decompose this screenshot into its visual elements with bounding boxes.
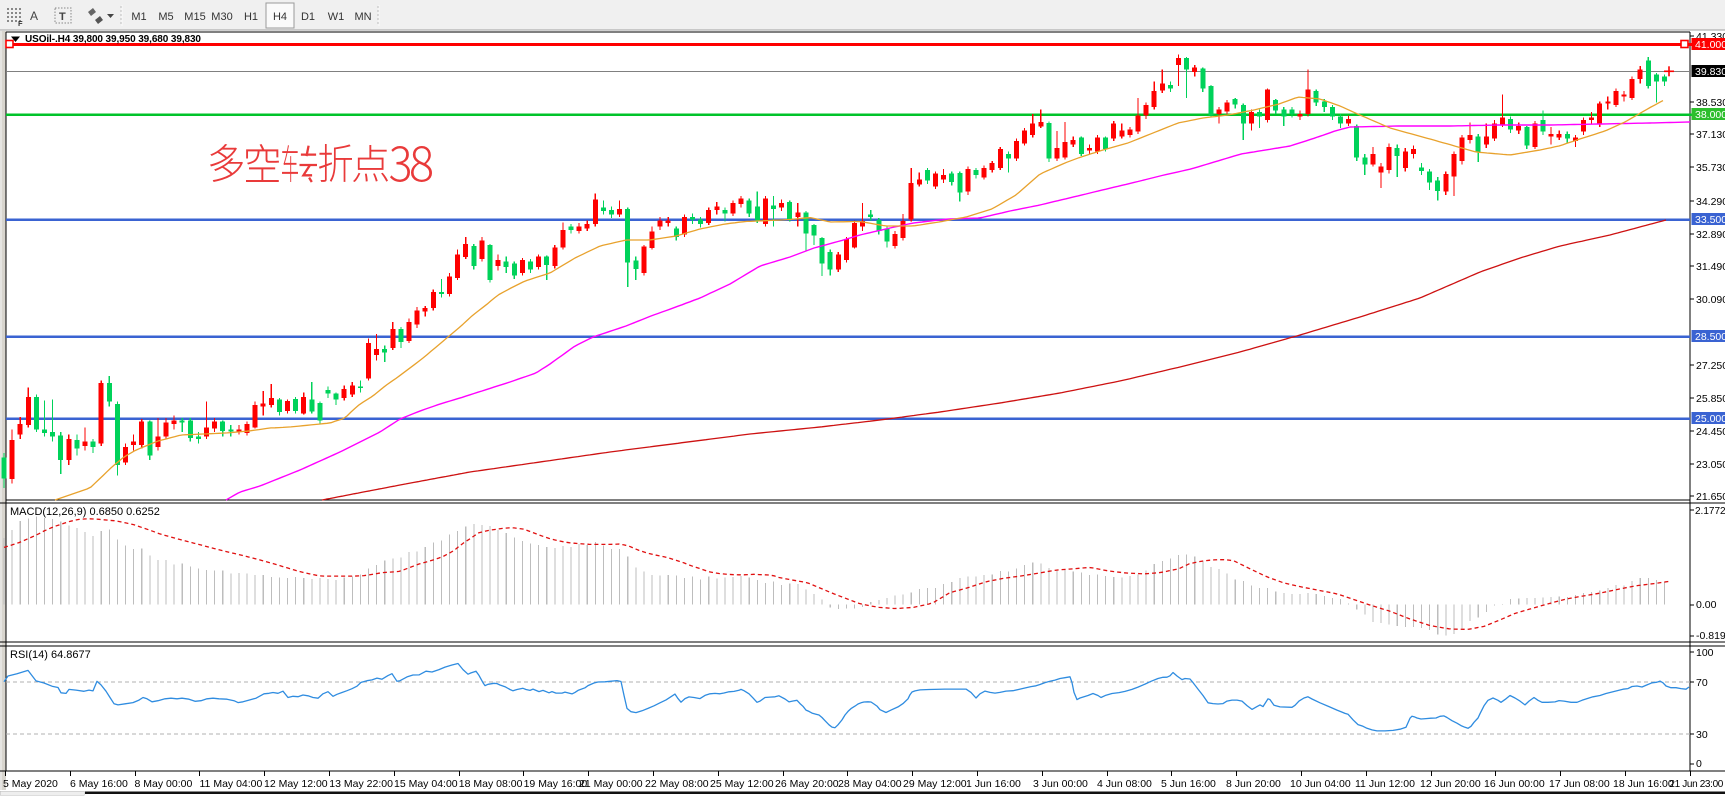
svg-text:30: 30 <box>1696 729 1708 741</box>
svg-text:1 Jun 16:00: 1 Jun 16:00 <box>966 778 1021 790</box>
svg-text:M30: M30 <box>211 11 232 23</box>
svg-text:W1: W1 <box>328 11 345 23</box>
svg-text:USOil-.H4 39,800 39,950 39,68: USOil-.H4 39,800 39,950 39,680 39,830 <box>25 34 201 45</box>
svg-text:M1: M1 <box>131 11 146 23</box>
svg-text:H4: H4 <box>273 11 287 23</box>
svg-text:21 May 00:00: 21 May 00:00 <box>579 778 643 790</box>
svg-text:12 May 12:00: 12 May 12:00 <box>264 778 328 790</box>
svg-text:D1: D1 <box>301 11 315 23</box>
svg-text:19 May 16:00: 19 May 16:00 <box>524 778 588 790</box>
svg-text:3 Jun 00:00: 3 Jun 00:00 <box>1033 778 1088 790</box>
svg-text:-0.819: -0.819 <box>1696 630 1725 642</box>
svg-text:32.890: 32.890 <box>1696 229 1725 241</box>
svg-text:5 Jun 16:00: 5 Jun 16:00 <box>1161 778 1216 790</box>
svg-text:38.530: 38.530 <box>1696 97 1725 109</box>
svg-text:4 Jun 08:00: 4 Jun 08:00 <box>1097 778 1152 790</box>
svg-text:28.500: 28.500 <box>1695 331 1725 343</box>
svg-text:37.130: 37.130 <box>1696 129 1725 141</box>
svg-text:29 May 12:00: 29 May 12:00 <box>903 778 967 790</box>
svg-text:28 May 04:00: 28 May 04:00 <box>838 778 902 790</box>
svg-text:2.1772: 2.1772 <box>1695 506 1725 517</box>
svg-text:21.650: 21.650 <box>1696 491 1725 503</box>
svg-text:30.090: 30.090 <box>1696 294 1725 306</box>
svg-text:18 Jun 16:00: 18 Jun 16:00 <box>1613 778 1674 790</box>
svg-text:31.490: 31.490 <box>1696 261 1725 273</box>
svg-text:A: A <box>30 9 38 23</box>
svg-text:0.00: 0.00 <box>1696 599 1717 611</box>
svg-text:T: T <box>59 11 66 23</box>
svg-text:M5: M5 <box>158 11 173 23</box>
svg-text:41.000: 41.000 <box>1695 39 1725 51</box>
svg-text:RSI(14) 64.8677: RSI(14) 64.8677 <box>10 649 91 661</box>
svg-text:25.000: 25.000 <box>1695 413 1725 425</box>
svg-text:34.290: 34.290 <box>1696 196 1725 208</box>
svg-text:8 May 00:00: 8 May 00:00 <box>135 778 193 790</box>
svg-text:MACD(12,26,9) 0.6850 0.6252: MACD(12,26,9) 0.6850 0.6252 <box>10 506 160 518</box>
svg-text:F: F <box>18 19 23 28</box>
svg-text:25.850: 25.850 <box>1696 393 1725 405</box>
svg-text:21 Jun 23:00: 21 Jun 23:00 <box>1669 779 1723 790</box>
svg-text:70: 70 <box>1696 677 1708 689</box>
svg-text:M15: M15 <box>184 11 205 23</box>
svg-text:12 Jun 20:00: 12 Jun 20:00 <box>1420 778 1481 790</box>
svg-text:15 May 04:00: 15 May 04:00 <box>394 778 458 790</box>
svg-text:100: 100 <box>1696 647 1714 659</box>
svg-text:35.730: 35.730 <box>1696 162 1725 174</box>
svg-text:24.450: 24.450 <box>1696 426 1725 438</box>
svg-text:10 Jun 04:00: 10 Jun 04:00 <box>1290 778 1351 790</box>
svg-text:17 Jun 08:00: 17 Jun 08:00 <box>1549 778 1610 790</box>
svg-text:0: 0 <box>1696 758 1702 770</box>
svg-text:16 Jun 00:00: 16 Jun 00:00 <box>1484 778 1545 790</box>
svg-text:25 May 12:00: 25 May 12:00 <box>710 778 774 790</box>
svg-text:23.050: 23.050 <box>1696 459 1725 471</box>
svg-text:27.250: 27.250 <box>1696 360 1725 372</box>
svg-text:6 May 16:00: 6 May 16:00 <box>70 778 128 790</box>
svg-text:5 May 2020: 5 May 2020 <box>3 778 58 790</box>
svg-text:38.000: 38.000 <box>1695 109 1725 121</box>
svg-text:33.500: 33.500 <box>1695 214 1725 226</box>
svg-text:11 Jun 12:00: 11 Jun 12:00 <box>1355 778 1415 790</box>
svg-text:39.830: 39.830 <box>1695 66 1725 78</box>
svg-text:H1: H1 <box>244 11 258 23</box>
svg-text:22 May 08:00: 22 May 08:00 <box>645 778 709 790</box>
svg-text:26 May 20:00: 26 May 20:00 <box>775 778 839 790</box>
svg-text:8 Jun 20:00: 8 Jun 20:00 <box>1226 778 1281 790</box>
svg-text:13 May 22:00: 13 May 22:00 <box>329 778 393 790</box>
svg-text:11 May 04:00: 11 May 04:00 <box>200 778 263 790</box>
svg-text:MN: MN <box>354 11 371 23</box>
svg-text:18 May 08:00: 18 May 08:00 <box>459 778 523 790</box>
